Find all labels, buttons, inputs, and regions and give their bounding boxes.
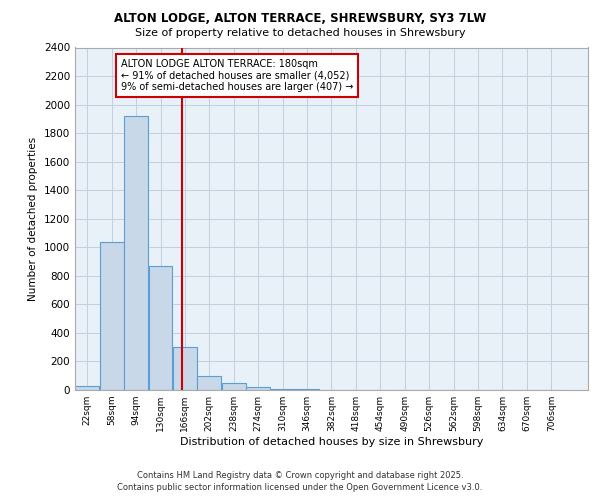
Bar (247, 387, 270, 390)
Text: ALTON LODGE, ALTON TERRACE, SHREWSBURY, SY3 7LW: ALTON LODGE, ALTON TERRACE, SHREWSBURY, … (114, 12, 486, 26)
Bar (222, 383, 245, 390)
Bar (271, 388, 295, 390)
Bar (149, 266, 172, 390)
Bar (100, 242, 124, 390)
Text: Size of property relative to detached houses in Shrewsbury: Size of property relative to detached ho… (134, 28, 466, 38)
Bar (197, 376, 221, 390)
Y-axis label: Number of detached properties: Number of detached properties (28, 136, 38, 301)
X-axis label: Distribution of detached houses by size in Shrewsbury: Distribution of detached houses by size … (180, 437, 483, 447)
Bar (124, 116, 148, 390)
Bar (76, 386, 99, 390)
Text: Contains HM Land Registry data © Crown copyright and database right 2025.
Contai: Contains HM Land Registry data © Crown c… (118, 471, 482, 492)
Bar (173, 347, 197, 390)
Text: ALTON LODGE ALTON TERRACE: 180sqm
← 91% of detached houses are smaller (4,052)
9: ALTON LODGE ALTON TERRACE: 180sqm ← 91% … (121, 59, 353, 92)
